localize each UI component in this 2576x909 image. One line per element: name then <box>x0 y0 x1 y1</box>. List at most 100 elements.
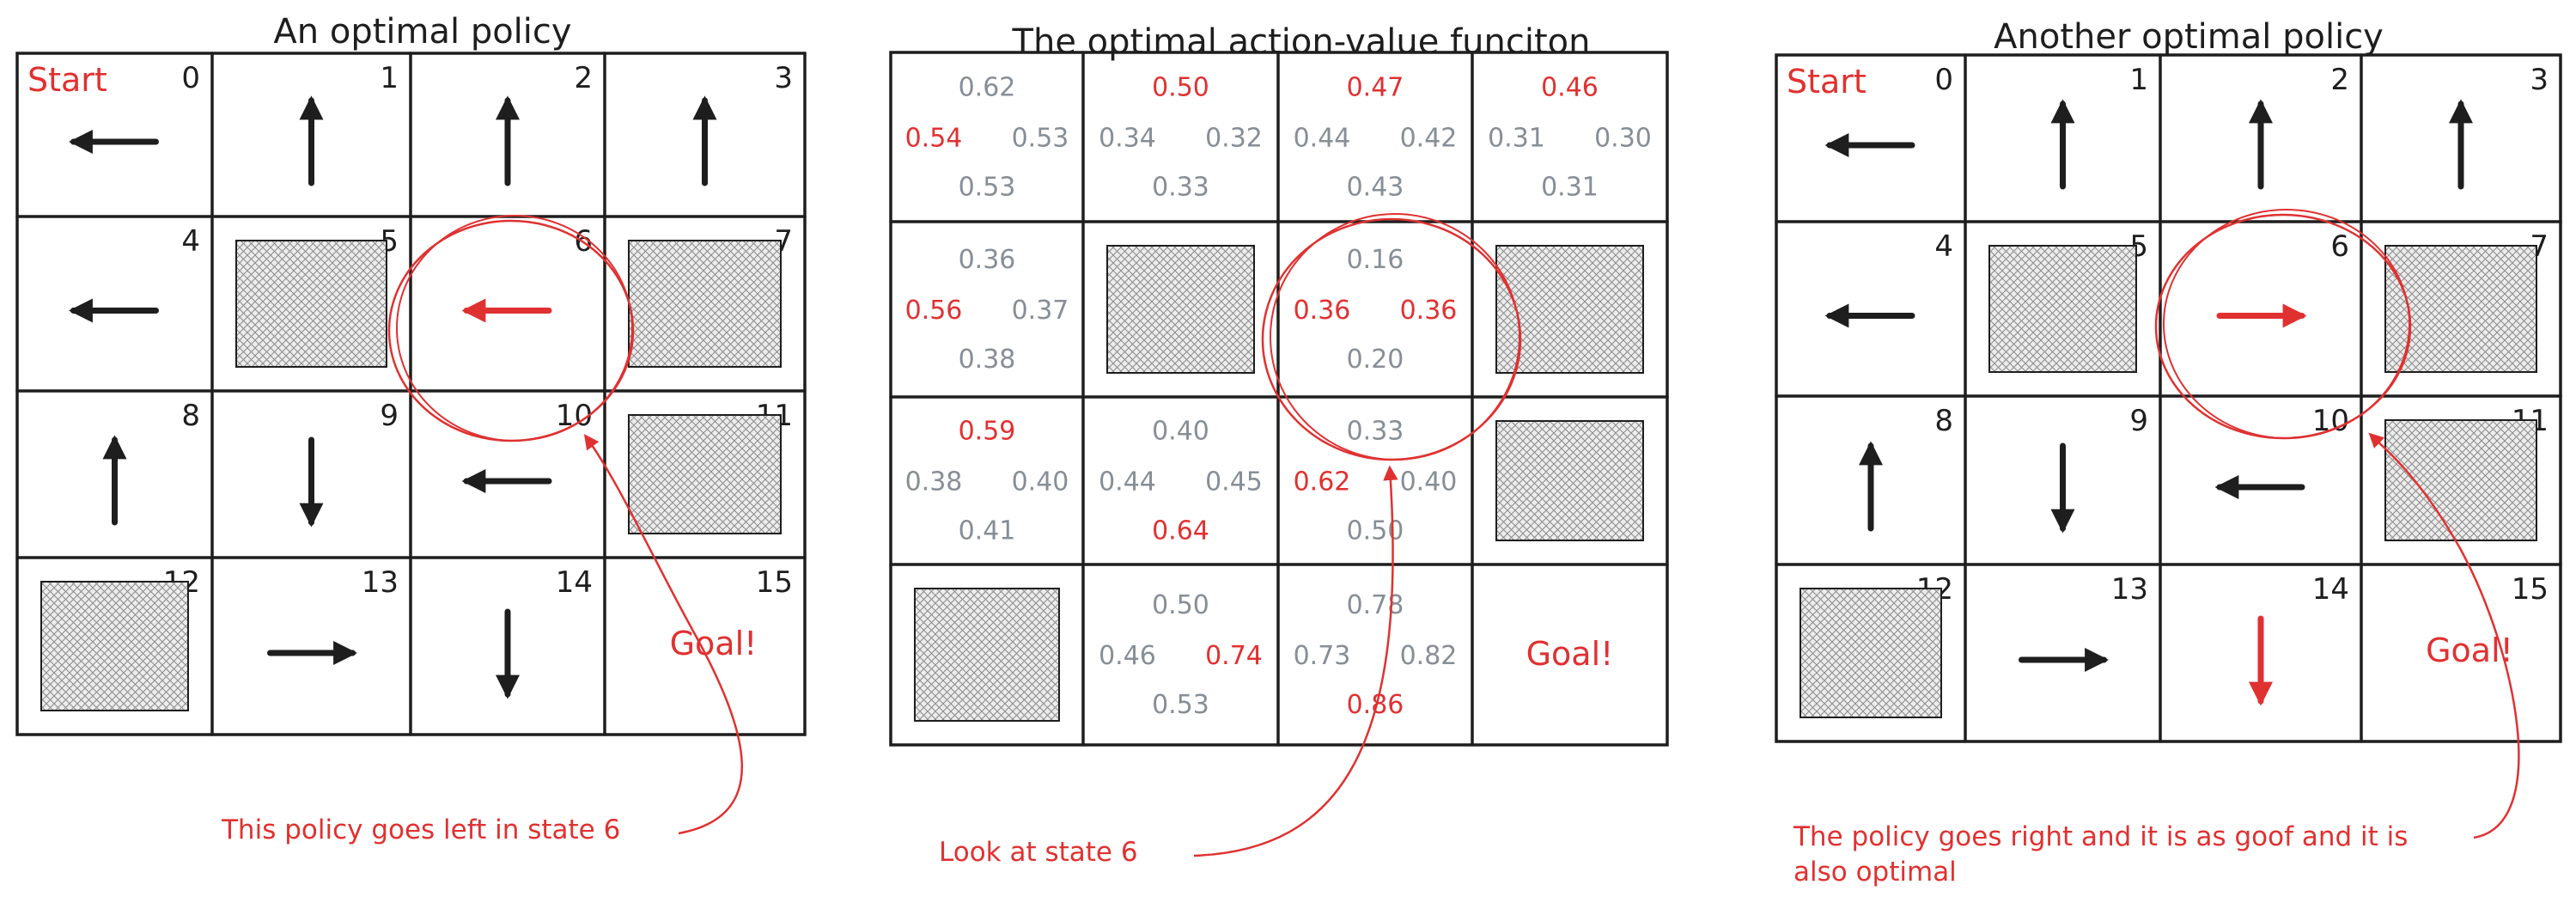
q-value-right: 0.53 <box>1012 124 1069 154</box>
start-label: Start <box>27 61 107 99</box>
goal-label: Goal! <box>1526 635 1614 673</box>
state-number: 0 <box>181 61 200 95</box>
state-number: 4 <box>1934 229 1953 264</box>
annotations <box>387 209 2520 857</box>
q-value-down: 0.20 <box>1347 345 1404 375</box>
q-value-down: 0.41 <box>959 516 1016 546</box>
state-number: 1 <box>2129 63 2148 97</box>
state-number: 10 <box>556 399 593 433</box>
q-value-down: 0.38 <box>959 345 1016 375</box>
grid-border-2 <box>1775 53 2562 743</box>
q-value-right: 0.36 <box>1400 296 1458 326</box>
q-value-right: 0.40 <box>1012 467 1069 497</box>
state-number: 4 <box>181 224 200 259</box>
panel-action-values: 0.62 0.54 0.53 0.53 0.50 0.34 0.32 0.33 0.47 0.44… <box>889 51 1669 747</box>
q-value-left: 0.54 <box>905 124 963 154</box>
wall-block <box>235 240 387 368</box>
q-value-down: 0.53 <box>959 173 1016 203</box>
pointer-arrow <box>2368 432 2520 839</box>
start-label: Start <box>1787 63 1867 101</box>
q-value-left: 0.44 <box>1294 124 1351 154</box>
highlight-circle-state-6 <box>2163 209 2410 439</box>
state-number: 10 <box>2312 404 2349 438</box>
note-goes-right: The policy goes right and it is as goof … <box>1793 821 2409 888</box>
pointer-arrow <box>583 434 744 835</box>
state-number: 2 <box>2330 63 2349 97</box>
q-value-up: 0.46 <box>1541 73 1599 103</box>
q-value-up: 0.33 <box>1347 417 1404 447</box>
q-value-up: 0.50 <box>1152 590 1209 620</box>
wall-block <box>1495 420 1644 541</box>
q-value-right: 0.30 <box>1594 124 1652 154</box>
highlight-circle-state-6 <box>1270 213 1520 461</box>
wall-block <box>40 581 189 711</box>
q-value-right: 0.82 <box>1400 641 1458 671</box>
panel-title-optimal-policy: An optimal policy <box>273 12 572 52</box>
q-value-up: 0.36 <box>959 245 1016 275</box>
q-value-right: 0.37 <box>1012 296 1069 326</box>
state-number: 8 <box>1934 404 1953 438</box>
state-number: 6 <box>2330 229 2349 264</box>
q-value-left: 0.46 <box>1099 641 1156 671</box>
q-value-right: 0.40 <box>1400 467 1458 497</box>
pointer-arrow <box>1193 465 1398 857</box>
state-number: 14 <box>556 565 593 600</box>
q-value-left: 0.38 <box>905 467 963 497</box>
state-number: 2 <box>574 61 593 95</box>
q-value-down: 0.86 <box>1347 690 1404 720</box>
q-value-down: 0.64 <box>1152 516 1209 546</box>
panel-title-action-values: The optimal action-value funciton <box>1012 22 1591 62</box>
state-number: 14 <box>2312 572 2349 607</box>
wall-block <box>2384 419 2537 541</box>
state-number: 15 <box>2512 572 2549 607</box>
q-value-down: 0.43 <box>1347 173 1404 203</box>
wall-block <box>1988 245 2137 373</box>
q-value-right: 0.74 <box>1205 641 1263 671</box>
state-number: 15 <box>756 565 793 600</box>
state-number: 0 <box>1934 63 1953 97</box>
q-value-up: 0.78 <box>1347 590 1404 620</box>
state-number: 1 <box>380 61 399 95</box>
wall-block <box>628 240 782 368</box>
panel-another-policy: 0Start123456789101112131415Goal! <box>1775 53 2562 743</box>
state-number: 3 <box>2530 63 2549 97</box>
q-value-left: 0.73 <box>1294 641 1351 671</box>
q-value-right: 0.45 <box>1205 467 1263 497</box>
q-value-up: 0.59 <box>959 417 1016 447</box>
state-number: 9 <box>380 399 399 433</box>
q-value-down: 0.33 <box>1152 173 1209 203</box>
goal-label: Goal! <box>670 625 758 662</box>
wall-block <box>1495 245 1644 374</box>
q-value-left: 0.56 <box>905 296 963 326</box>
q-value-left: 0.44 <box>1099 467 1156 497</box>
q-value-left: 0.62 <box>1294 467 1351 497</box>
note-look-at-state-6: Look at state 6 <box>939 837 1138 868</box>
state-number: 9 <box>2129 404 2148 438</box>
q-value-up: 0.40 <box>1152 417 1209 447</box>
state-number: 13 <box>362 565 399 600</box>
goal-label: Goal! <box>2426 631 2513 669</box>
wall-block <box>914 588 1060 722</box>
wall-block <box>2384 245 2537 373</box>
q-value-right: 0.32 <box>1205 124 1263 154</box>
panel-title-another-policy: Another optimal policy <box>1994 17 2384 57</box>
state-number: 3 <box>774 61 793 95</box>
wall-block <box>628 414 782 534</box>
wall-block <box>1106 245 1255 374</box>
highlight-circle-state-6 <box>396 215 633 442</box>
q-value-up: 0.62 <box>959 73 1016 103</box>
panel-optimal-policy: 0Start123456789101112131415Goal! <box>15 52 807 736</box>
state-number: 8 <box>181 399 200 433</box>
q-value-left: 0.34 <box>1099 124 1156 154</box>
q-value-down: 0.53 <box>1152 690 1209 720</box>
q-value-up: 0.16 <box>1347 245 1404 275</box>
q-value-up: 0.50 <box>1152 73 1209 103</box>
state-number: 13 <box>2111 572 2148 607</box>
q-value-down: 0.50 <box>1347 516 1404 546</box>
note-left-in-state-6: This policy goes left in state 6 <box>222 814 621 845</box>
q-value-left: 0.36 <box>1294 296 1351 326</box>
wall-block <box>1800 588 1942 718</box>
q-value-down: 0.31 <box>1541 173 1599 203</box>
